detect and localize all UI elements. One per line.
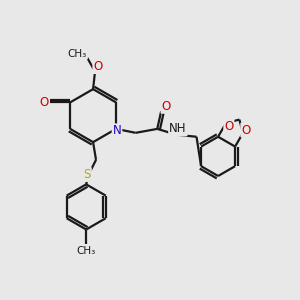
Text: O: O — [39, 96, 48, 109]
Text: CH₃: CH₃ — [76, 246, 96, 256]
Text: O: O — [93, 60, 103, 73]
Text: O: O — [224, 120, 233, 133]
Text: O: O — [161, 100, 171, 113]
Text: NH: NH — [169, 122, 187, 135]
Text: N: N — [112, 124, 122, 137]
Text: O: O — [241, 124, 250, 136]
Text: CH₃: CH₃ — [68, 49, 87, 59]
Text: S: S — [83, 168, 91, 181]
